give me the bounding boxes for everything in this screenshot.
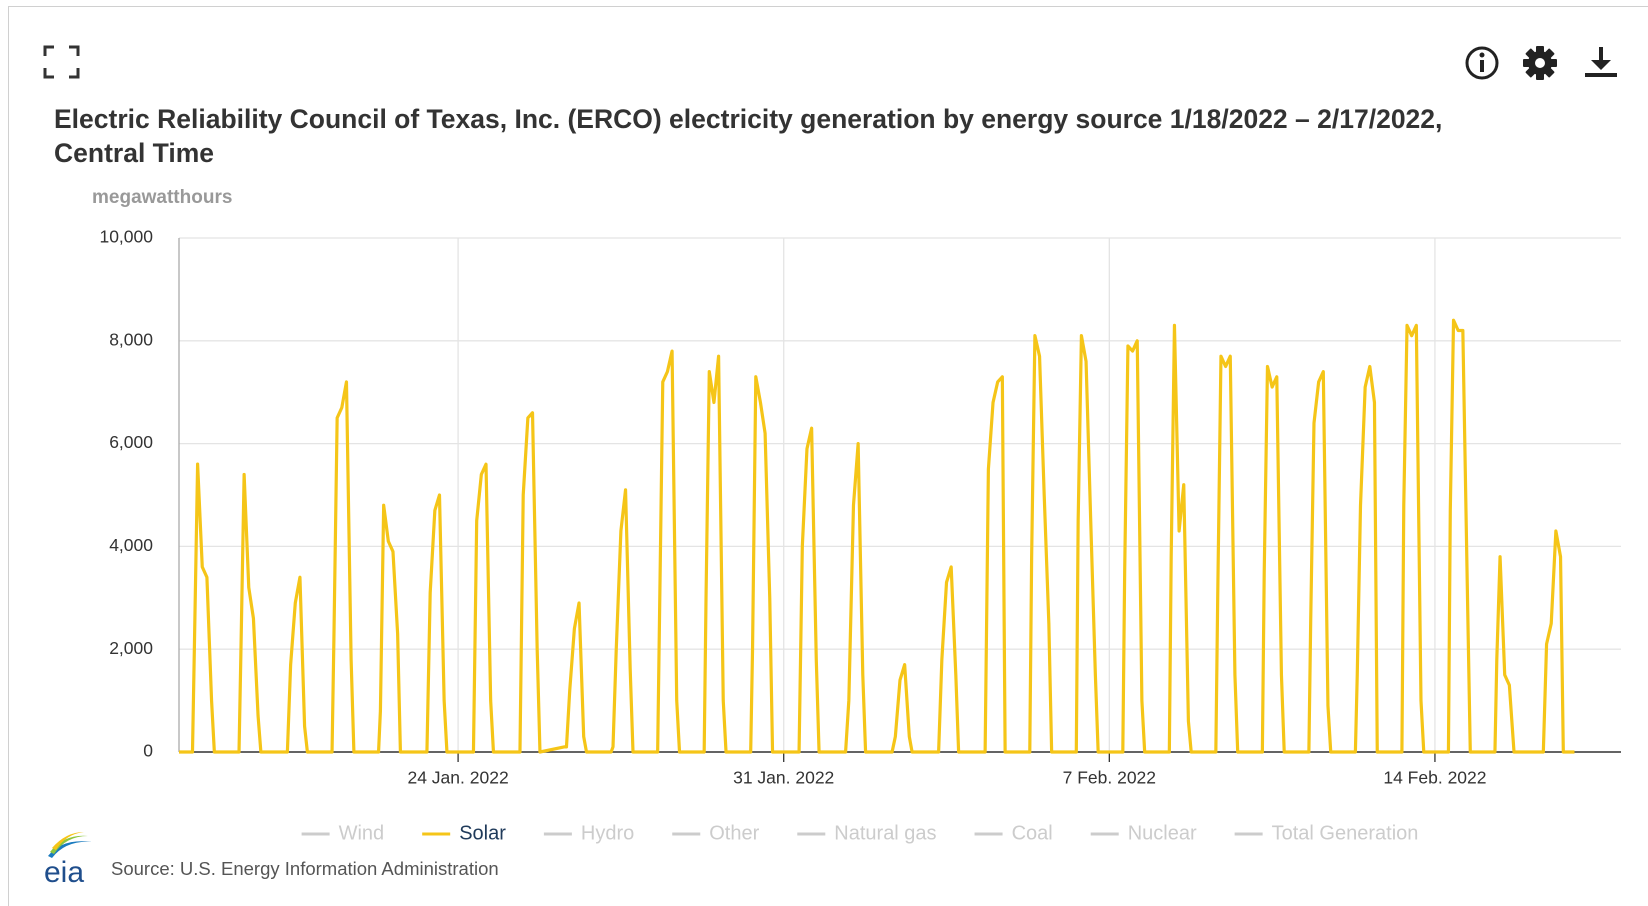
y-tick-label: 10,000: [99, 227, 153, 247]
legend-label: Total Generation: [1272, 822, 1419, 844]
legend-label: Nuclear: [1128, 822, 1197, 844]
x-tick-label: 24 Jan. 2022: [407, 768, 508, 788]
eia-logo: eia: [44, 832, 92, 889]
source-note: Source: U.S. Energy Information Administ…: [111, 858, 499, 879]
legend-item[interactable]: Coal: [974, 822, 1053, 844]
settings-button[interactable]: [1523, 46, 1557, 80]
y-tick-label: 4,000: [109, 535, 153, 555]
legend-label: Hydro: [581, 822, 634, 844]
legend-item[interactable]: Solar: [422, 822, 506, 844]
legend-label: Wind: [339, 822, 385, 844]
legend-label: Coal: [1012, 822, 1053, 844]
x-tick-label: 7 Feb. 2022: [1063, 768, 1156, 788]
legend-label: Other: [709, 822, 759, 844]
legend-item[interactable]: Other: [672, 822, 760, 844]
x-tick-label: 14 Feb. 2022: [1383, 768, 1486, 788]
series-line: [179, 318, 1575, 754]
info-button[interactable]: [1465, 46, 1499, 80]
legend-item[interactable]: Nuclear: [1090, 822, 1197, 844]
y-axis-label: megawatthours: [92, 187, 232, 208]
fullscreen-button[interactable]: [43, 45, 80, 79]
y-tick-label: 8,000: [109, 329, 153, 349]
x-tick-label: 31 Jan. 2022: [733, 768, 834, 788]
legend-item[interactable]: Total Generation: [1234, 822, 1419, 844]
download-button[interactable]: [1585, 47, 1617, 77]
legend-item[interactable]: Wind: [301, 822, 385, 844]
legend-item[interactable]: Natural gas: [797, 822, 937, 844]
y-tick-label: 0: [143, 741, 153, 761]
y-tick-label: 6,000: [109, 432, 153, 452]
legend-label: Solar: [459, 822, 506, 844]
chart-frame: [8, 6, 1648, 906]
chart-title: Electric Reliability Council of Texas, I…: [54, 104, 1443, 168]
y-tick-label: 2,000: [109, 638, 153, 658]
logo-text: eia: [44, 856, 84, 889]
legend-item[interactable]: Hydro: [543, 822, 634, 844]
legend-label: Natural gas: [834, 822, 936, 844]
